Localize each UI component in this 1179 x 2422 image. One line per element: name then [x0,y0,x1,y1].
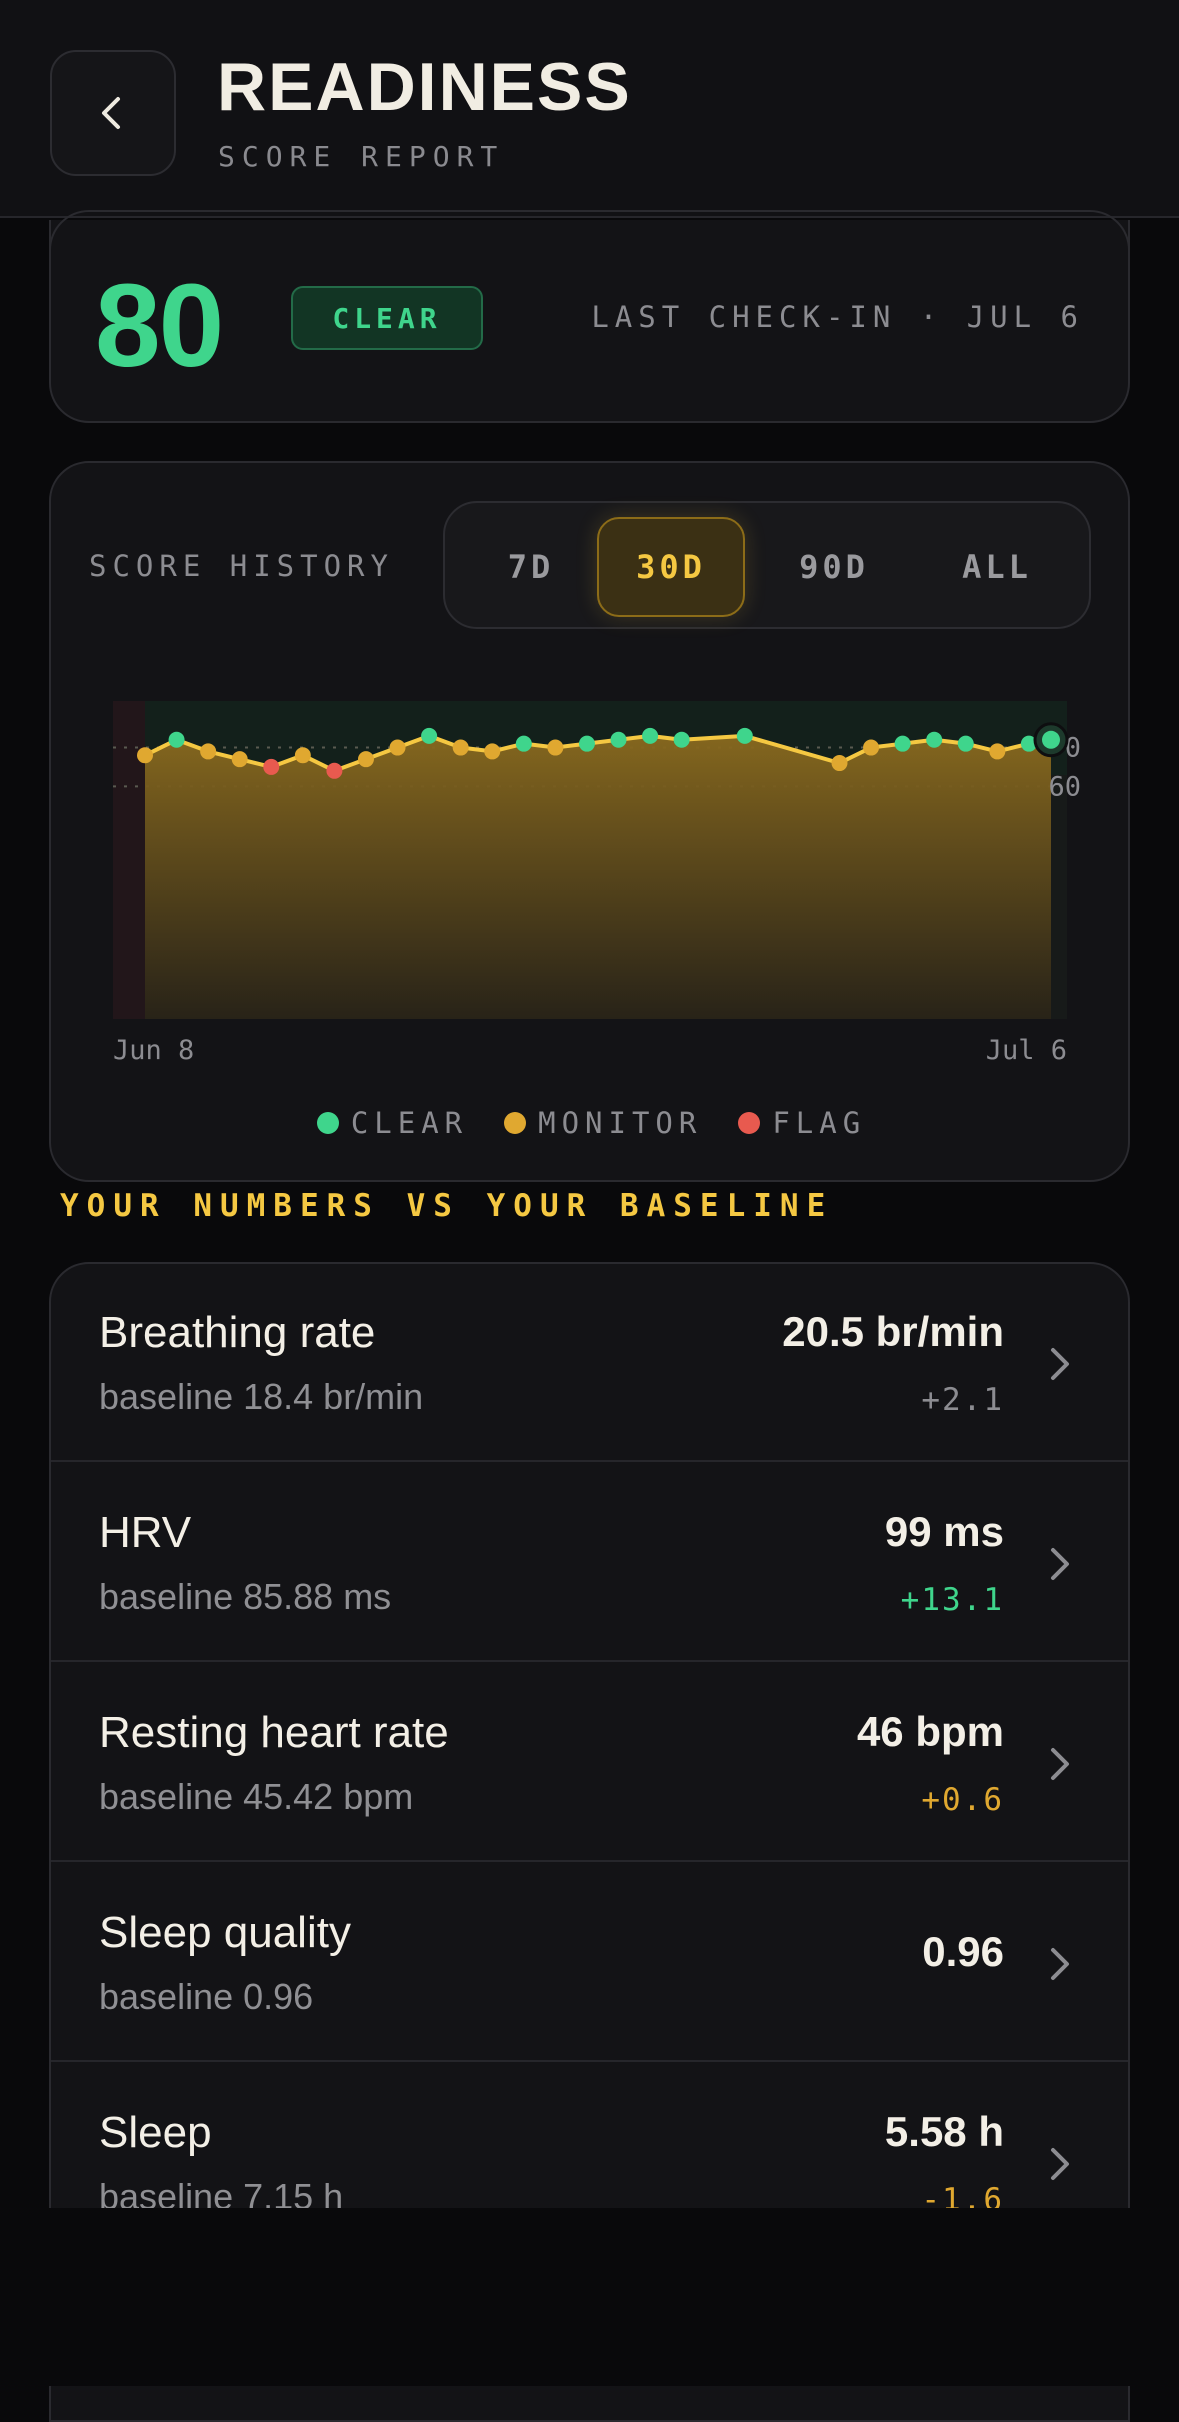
page-subtitle: SCORE REPORT [218,140,505,173]
chart-flag-band [113,701,145,1019]
y-tick-label: 60 [1048,771,1081,802]
metric-value: 99 ms [884,1508,1004,1555]
data-point-clear[interactable] [610,731,627,748]
chart-legend: CLEAR MONITOR FLAG [51,1103,1132,1143]
monitor-dot-icon [504,1112,527,1134]
range-selector: 7D 30D 90D ALL [443,501,1091,629]
metric-row-breathing-rate[interactable]: Breathing rate baseline 18.4 br/min 20.5… [51,1264,1128,1462]
data-point-monitor[interactable] [863,739,880,756]
metric-name: HRV [99,1508,192,1557]
metric-delta: +2.1 [921,1382,1004,1418]
metric-delta: +0.6 [921,1782,1004,1818]
app-header: READINESS SCORE REPORT [0,0,1179,218]
data-point-clear[interactable] [957,735,974,752]
metric-value: 20.5 br/min [782,1308,1004,1355]
data-point-monitor[interactable] [137,747,153,764]
data-point-monitor[interactable] [294,747,311,764]
data-point-clear[interactable] [168,731,185,748]
metric-value: 0.96 [922,1928,1004,1975]
metric-baseline: baseline 18.4 br/min [99,1376,424,1417]
metric-delta: +13.1 [900,1582,1004,1618]
score-history-card: SCORE HISTORY 7D 30D 90D ALL 7060 Jun 8 … [49,461,1130,1182]
metric-name: Sleep quality [99,1908,351,1957]
chevron-right-icon [1051,1948,1069,1980]
metric-row-hrv[interactable]: HRV baseline 85.88 ms 99 ms +13.1 [51,1464,1128,1662]
data-point-monitor[interactable] [484,743,501,760]
metric-name: Sleep [99,2108,212,2157]
range-30d-button[interactable]: 30D [597,517,745,617]
legend-monitor-label: MONITOR [538,1106,703,1140]
score-history-chart: 7060 Jun 8 Jul 6 [113,701,1081,1066]
data-point-monitor[interactable] [831,755,848,772]
data-point-monitor[interactable] [989,743,1006,760]
range-7d-button[interactable]: 7D [507,548,555,586]
data-point-monitor[interactable] [357,751,374,768]
last-checkin-label: LAST CHECK-IN · JUL 6 [591,300,1084,334]
metric-value: 46 bpm [856,1708,1004,1755]
score-area [145,735,1051,1019]
x-axis-start-label: Jun 8 [113,1035,194,1066]
metric-row-resting-heart-rate[interactable]: Resting heart rate baseline 45.42 bpm 46… [51,1664,1128,1862]
metric-name: Breathing rate [99,1308,376,1357]
bottom-scroll-fade [0,2208,1179,2386]
legend-flag-label: FLAG [772,1106,867,1140]
data-point-clear[interactable] [1042,730,1060,749]
metric-baseline: baseline 45.42 bpm [99,1776,414,1817]
data-point-clear[interactable] [736,727,753,744]
status-badge: CLEAR [291,286,483,350]
range-all-button[interactable]: ALL [962,548,1032,586]
data-point-monitor[interactable] [231,751,248,768]
legend-clear: CLEAR [316,1106,469,1140]
chevron-right-icon [1051,1548,1069,1580]
chevron-right-icon [1051,1748,1069,1780]
legend-clear-label: CLEAR [350,1106,469,1140]
metric-value: 5.58 h [884,2108,1004,2155]
legend-monitor: MONITOR [504,1106,702,1140]
score-history-label: SCORE HISTORY [89,549,394,583]
data-point-clear[interactable] [421,727,438,744]
section-title: YOUR NUMBERS VS YOUR BASELINE [60,1188,834,1224]
score-card: 80 CLEAR LAST CHECK-IN · JUL 6 [49,210,1130,423]
x-axis-end-label: Jul 6 [986,1035,1067,1066]
data-point-flag[interactable] [326,762,343,779]
chevron-left-icon [102,97,120,129]
data-point-flag[interactable] [263,758,280,775]
range-90d-button[interactable]: 90D [799,548,869,586]
readiness-score: 80 [95,260,224,392]
data-point-clear[interactable] [926,731,943,748]
data-point-monitor[interactable] [452,739,469,756]
metric-baseline: baseline 85.88 ms [99,1576,392,1617]
chevron-right-icon [1051,1348,1069,1380]
data-point-clear[interactable] [673,731,690,748]
metric-baseline: baseline 0.96 [99,1976,314,2017]
data-point-clear[interactable] [515,735,532,752]
data-point-clear[interactable] [642,727,659,744]
legend-flag: FLAG [738,1106,866,1140]
page-title: READINESS [217,49,632,125]
flag-dot-icon [738,1112,761,1134]
chevron-right-icon [1051,2148,1069,2180]
data-point-monitor[interactable] [200,743,217,760]
metric-name: Resting heart rate [99,1708,449,1757]
metric-row-sleep-quality[interactable]: Sleep quality baseline 0.96 0.96 [51,1864,1128,2062]
data-point-clear[interactable] [894,735,911,752]
data-point-monitor[interactable] [389,739,406,756]
data-point-clear[interactable] [578,735,595,752]
data-point-clear[interactable] [1020,735,1037,752]
clear-dot-icon [316,1112,339,1134]
data-point-monitor[interactable] [547,739,564,756]
back-button[interactable] [50,50,176,176]
